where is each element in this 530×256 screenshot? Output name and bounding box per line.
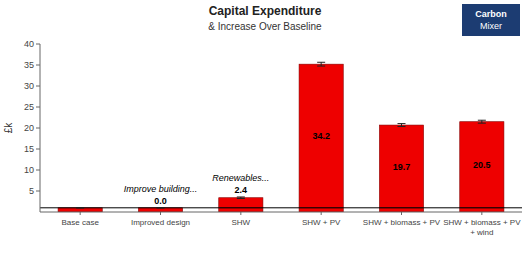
data-label: 2.4	[235, 185, 248, 195]
data-label: 20.5	[473, 160, 491, 170]
logo-text: Mixer	[480, 21, 502, 31]
error-bar	[398, 124, 406, 127]
error-bar	[157, 207, 165, 209]
bar	[219, 208, 263, 212]
x-tick-label-line: SHW + biomass + PV	[443, 218, 521, 227]
x-tick-label-line: SHW + biomass + PV	[363, 218, 441, 227]
x-tick-label-line: SHW + PV	[302, 218, 341, 227]
data-label: 34.2	[312, 131, 330, 141]
x-tick	[481, 212, 482, 215]
x-tick-label: SHW + PV	[302, 218, 341, 227]
y-tick	[36, 149, 40, 150]
data-label: 0.0	[154, 196, 167, 206]
error-bar	[237, 197, 245, 199]
bar	[58, 208, 102, 212]
logo-box	[462, 4, 520, 36]
x-tick	[240, 212, 241, 215]
bar	[299, 64, 343, 208]
bar	[460, 122, 504, 208]
y-tick-label: 20	[24, 123, 34, 133]
bar	[379, 125, 423, 208]
y-tick	[36, 107, 40, 108]
y-axis	[40, 44, 41, 212]
x-tick	[80, 212, 81, 215]
x-tick-label: SHW + biomass + PV	[363, 218, 441, 227]
y-tick-label: 40	[24, 39, 34, 49]
x-tick-label: SHW	[231, 218, 250, 227]
error-bar	[76, 207, 84, 209]
y-tick	[36, 191, 40, 192]
x-axis	[40, 212, 522, 213]
x-tick-label: SHW + biomass + PV+ wind	[443, 218, 521, 237]
y-tick	[36, 86, 40, 87]
bar	[379, 208, 423, 212]
reference-line	[40, 207, 522, 208]
x-tick-label: Base case	[61, 218, 99, 227]
x-tick	[321, 212, 322, 215]
y-tick	[36, 65, 40, 66]
x-tick	[160, 212, 161, 215]
y-tick-label: 30	[24, 81, 34, 91]
y-axis-label: £k	[3, 122, 14, 134]
subtitle: & Increase Over Baseline	[208, 21, 322, 32]
annotation: Improve building...	[124, 184, 198, 194]
x-tick-label-line: SHW	[231, 218, 250, 227]
y-tick-label: 5	[29, 186, 34, 196]
bar	[299, 208, 343, 212]
x-tick-label-line: + wind	[470, 228, 493, 237]
y-tick-label: 35	[24, 60, 34, 70]
x-tick	[401, 212, 402, 215]
bar	[219, 198, 263, 208]
y-tick	[36, 128, 40, 129]
y-tick-label: 25	[24, 102, 34, 112]
y-tick-label: 15	[24, 144, 34, 154]
plot-area	[40, 62, 522, 212]
y-tick	[36, 44, 40, 45]
x-tick-label-line: Improved design	[131, 218, 190, 227]
chart: Capital Expenditure & Increase Over Basel…	[0, 0, 530, 256]
title: Capital Expenditure	[209, 4, 322, 18]
data-label: 19.7	[393, 162, 411, 172]
error-bar	[478, 120, 486, 123]
error-bar	[317, 62, 325, 66]
x-tick-label: Improved design	[131, 218, 190, 227]
y-tick	[36, 170, 40, 171]
y-tick-label: 10	[24, 165, 34, 175]
annotation: Renewables...	[212, 173, 269, 183]
x-tick-label-line: Base case	[61, 218, 99, 227]
bar	[138, 208, 182, 212]
logo-text: Carbon	[475, 9, 507, 19]
bar	[460, 208, 504, 212]
